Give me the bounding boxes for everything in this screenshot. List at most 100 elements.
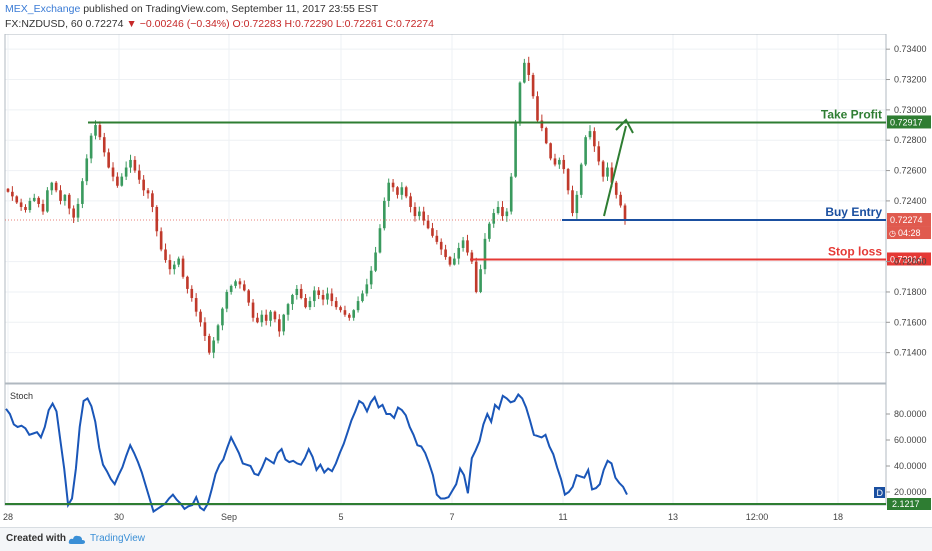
countdown-tag xyxy=(887,226,931,240)
candle-body xyxy=(133,159,137,171)
y-tick-label: 0.72800 xyxy=(894,135,927,145)
d-badge xyxy=(874,487,885,498)
level-price-label: 0.72014 xyxy=(890,254,923,264)
candle-body xyxy=(216,325,220,341)
candle-body xyxy=(37,197,40,204)
candle-body xyxy=(238,281,242,285)
level-name: Take Profit xyxy=(821,107,882,121)
candle-body xyxy=(102,137,106,153)
candle-body xyxy=(19,202,23,207)
candle-body xyxy=(81,181,84,204)
level-price-label: 0.72274 xyxy=(890,215,923,225)
candle-body xyxy=(264,314,268,321)
candle-body xyxy=(24,206,27,211)
symbol-price: FX:NZDUSD, 60 0.72274 xyxy=(5,18,124,30)
x-tick-label: 11 xyxy=(558,512,567,522)
candle-body xyxy=(299,288,303,299)
candle-body xyxy=(374,252,377,271)
candle-body xyxy=(269,311,272,321)
candle-body xyxy=(234,281,237,286)
candle-body xyxy=(579,164,583,195)
candle-body xyxy=(67,194,71,209)
arrow-annotation xyxy=(603,125,627,217)
candle-body xyxy=(448,257,452,265)
candle-body xyxy=(444,249,447,258)
candle-body xyxy=(409,196,412,207)
candle-body xyxy=(155,206,159,232)
d-badge-letter: D xyxy=(877,488,884,498)
candle-body xyxy=(308,301,312,308)
candle-body xyxy=(295,288,299,295)
candle-body xyxy=(339,307,342,311)
candle-body xyxy=(527,62,531,75)
candle-body xyxy=(15,196,19,203)
tradingview-cloud-icon xyxy=(68,535,85,544)
candle-body xyxy=(575,194,579,214)
candle-body xyxy=(330,293,334,302)
stoch-last-tag xyxy=(887,498,931,510)
candle-body xyxy=(466,240,469,253)
x-tick-label: 28 xyxy=(3,512,13,522)
candle-body xyxy=(549,143,552,159)
candle-body xyxy=(601,161,605,177)
candle-body xyxy=(28,200,32,211)
candle-body xyxy=(181,258,185,277)
candle-body xyxy=(94,125,97,136)
level-price-tag xyxy=(887,115,931,129)
candle-body xyxy=(120,176,124,186)
price-change: −0.00246 (−0.34%) xyxy=(139,18,230,30)
candle-body xyxy=(247,290,250,303)
candle-body xyxy=(326,293,329,300)
candle-body xyxy=(474,261,478,292)
clock-icon: ◷ xyxy=(889,229,896,238)
level-price-tag xyxy=(887,252,931,266)
candle-body xyxy=(151,193,154,207)
candle-body xyxy=(391,182,395,188)
level-name: Buy Entry xyxy=(825,205,882,219)
level-price-label: 0.72917 xyxy=(890,117,923,127)
candle-body xyxy=(610,167,614,183)
created-with-label: Created with xyxy=(6,533,67,544)
tradingview-brand[interactable]: TradingView xyxy=(90,533,146,544)
candle-body xyxy=(207,335,211,353)
candle-body xyxy=(426,220,430,229)
candle-body xyxy=(59,190,62,201)
candle-body xyxy=(562,159,566,170)
candle-body xyxy=(383,200,386,229)
candle-body xyxy=(348,314,351,318)
candle-body xyxy=(619,194,622,206)
candle-body xyxy=(501,206,504,217)
price-chart[interactable]: Take Profit 0.72917 Buy Entry 0.72274 Stop l… xyxy=(0,34,932,527)
candle-body xyxy=(369,270,373,285)
candle-body xyxy=(343,310,347,315)
y-tick-label: 0.72000 xyxy=(894,257,927,267)
candle-body xyxy=(505,211,509,217)
x-tick-label: Sep xyxy=(221,512,237,522)
candle-body xyxy=(523,62,526,83)
published-text: published on TradingView.com, September … xyxy=(83,3,379,15)
candle-body xyxy=(435,235,439,242)
candle-body xyxy=(544,128,548,144)
price-pane xyxy=(4,34,887,384)
candle-body xyxy=(492,213,496,224)
candle-body xyxy=(457,247,461,259)
candle-body xyxy=(286,304,290,315)
y-tick-label: 0.71800 xyxy=(894,287,927,297)
candle-body xyxy=(251,302,255,318)
candle-body xyxy=(470,252,474,262)
stoch-line xyxy=(5,392,628,514)
level-name: Stop loss xyxy=(828,244,882,258)
candle-body xyxy=(540,120,544,129)
publisher-name[interactable]: MEX_Exchange xyxy=(5,3,81,15)
candle-body xyxy=(164,249,167,261)
candle-body xyxy=(531,74,535,97)
chart-header: MEX_Exchange published on TradingView.co… xyxy=(0,0,932,34)
candle-body xyxy=(356,301,360,311)
candle-body xyxy=(488,223,491,239)
candle-body xyxy=(509,176,513,212)
candle-body xyxy=(422,211,426,221)
candle-body xyxy=(584,137,587,165)
candle-body xyxy=(496,206,500,214)
candle-body xyxy=(588,131,592,138)
candle-body xyxy=(365,284,369,294)
